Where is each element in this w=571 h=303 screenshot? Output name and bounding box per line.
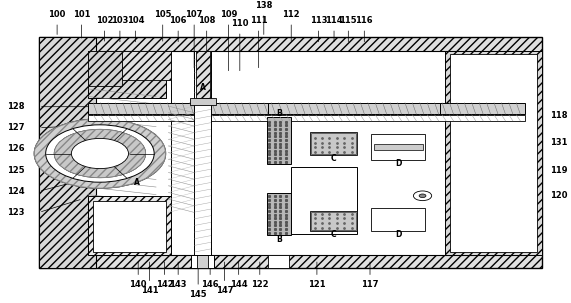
Text: 140: 140	[130, 280, 147, 289]
Text: B: B	[276, 235, 282, 244]
Bar	[39, 37, 96, 268]
Text: 119: 119	[550, 166, 567, 175]
Circle shape	[71, 138, 128, 168]
Bar	[196, 51, 210, 98]
Bar	[87, 51, 166, 98]
Bar	[291, 167, 357, 234]
Text: 103: 103	[111, 16, 128, 25]
Text: 145: 145	[190, 290, 207, 299]
Bar	[194, 51, 211, 255]
Bar	[445, 51, 542, 255]
Bar	[311, 212, 356, 230]
Text: 118: 118	[550, 111, 567, 120]
Text: A: A	[200, 83, 206, 92]
Text: C: C	[331, 154, 336, 163]
Bar	[197, 255, 208, 268]
Text: 105: 105	[154, 10, 171, 19]
Text: 116: 116	[356, 16, 373, 25]
Text: 142: 142	[156, 280, 173, 289]
Text: 127: 127	[7, 123, 25, 132]
Text: 131: 131	[550, 138, 567, 148]
Text: 138: 138	[255, 1, 272, 10]
Bar	[87, 196, 171, 255]
Circle shape	[46, 125, 154, 182]
Text: 121: 121	[308, 280, 325, 289]
Text: D: D	[395, 230, 401, 239]
Bar	[450, 54, 537, 252]
Text: 117: 117	[361, 280, 379, 289]
Bar	[371, 134, 425, 160]
Text: 106: 106	[170, 16, 187, 25]
Bar	[374, 144, 423, 151]
Text: 125: 125	[7, 166, 25, 175]
Text: 147: 147	[216, 286, 233, 295]
Text: 100: 100	[49, 10, 66, 19]
Bar	[122, 51, 171, 79]
Bar	[87, 51, 525, 255]
Text: A: A	[134, 178, 140, 187]
Bar	[371, 208, 425, 231]
Bar	[87, 51, 122, 85]
Text: 111: 111	[250, 16, 267, 25]
Text: 141: 141	[141, 286, 158, 295]
Text: 146: 146	[202, 280, 219, 289]
Bar	[310, 211, 357, 231]
Text: 108: 108	[198, 16, 215, 25]
Text: 124: 124	[7, 187, 25, 196]
Text: 110: 110	[231, 19, 248, 28]
Text: C: C	[331, 230, 336, 239]
Text: 114: 114	[325, 16, 343, 25]
Bar	[310, 132, 357, 155]
Bar	[87, 51, 171, 255]
Circle shape	[34, 119, 166, 188]
Bar	[93, 201, 166, 252]
Bar	[87, 103, 525, 114]
Text: 102: 102	[96, 16, 113, 25]
Text: 107: 107	[186, 10, 203, 19]
Text: 109: 109	[220, 10, 237, 19]
Bar	[87, 115, 525, 121]
Circle shape	[54, 129, 146, 178]
Bar	[191, 255, 214, 268]
Text: 113: 113	[310, 16, 327, 25]
Text: B: B	[276, 109, 282, 118]
Circle shape	[54, 129, 146, 178]
Bar	[311, 133, 356, 155]
Text: 123: 123	[7, 208, 25, 217]
Circle shape	[413, 191, 432, 201]
Text: 144: 144	[230, 280, 247, 289]
Circle shape	[419, 194, 426, 198]
Bar	[190, 98, 216, 105]
Text: 120: 120	[550, 191, 567, 200]
Bar	[267, 117, 291, 164]
Text: 112: 112	[283, 10, 300, 19]
Text: 104: 104	[127, 16, 144, 25]
Text: 101: 101	[73, 10, 90, 19]
Text: 128: 128	[7, 102, 25, 111]
Text: 115: 115	[340, 16, 357, 25]
Text: 126: 126	[7, 145, 25, 154]
Bar	[268, 255, 289, 268]
Bar	[267, 193, 291, 235]
Bar	[39, 37, 542, 268]
Text: D: D	[395, 159, 401, 168]
Bar	[268, 103, 440, 114]
Text: 143: 143	[170, 280, 187, 289]
Circle shape	[34, 119, 166, 188]
Text: 122: 122	[251, 280, 268, 289]
